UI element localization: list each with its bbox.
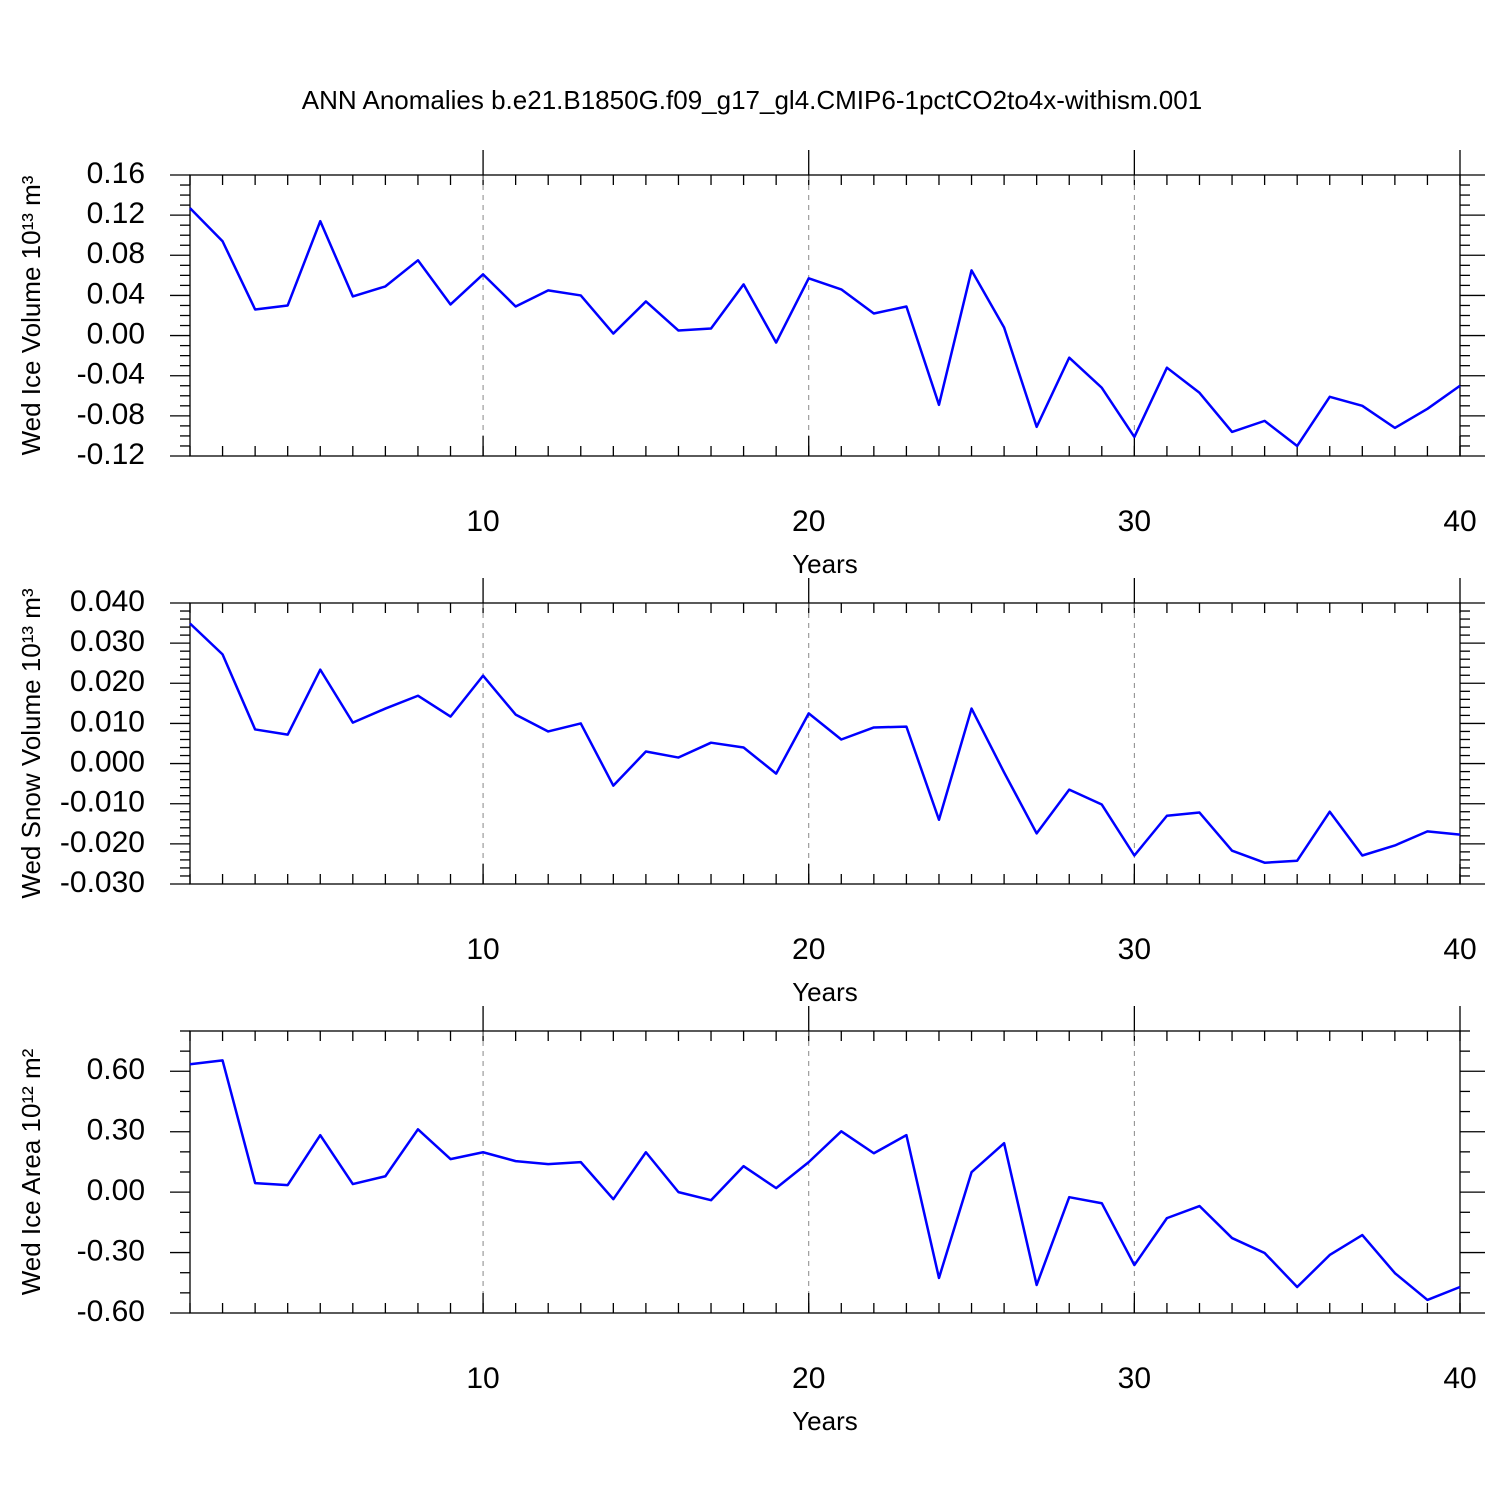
y-tick-label: 0.030 [70,625,145,658]
x-tick-label: 30 [1118,1362,1151,1395]
x-tick-label: 40 [1443,505,1476,538]
x-tick-label: 20 [792,505,825,538]
plot-frame [189,1030,1461,1314]
y-tick-label: 0.00 [87,317,145,350]
x-tick-label: 30 [1118,505,1151,538]
x-tick-label: 40 [1443,933,1476,966]
x-axis-label: Years [792,549,858,579]
y-tick-label: -0.030 [60,866,145,899]
x-axis-label: Years [792,977,858,1007]
data-line [189,1059,1461,1302]
x-tick-label: 10 [466,933,499,966]
y-tick-label: 0.020 [70,665,145,698]
x-axis-label: Years [792,1406,858,1436]
y-axis-label: Wed Ice Volume 10¹³ m³ [16,175,46,455]
y-tick-label: 0.040 [70,585,145,618]
data-line [189,207,1461,448]
x-tick-label: 20 [792,933,825,966]
y-tick-label: -0.30 [77,1234,145,1267]
y-tick-label: 0.000 [70,745,145,778]
x-tick-label: 40 [1443,1362,1476,1395]
y-tick-label: -0.08 [77,398,145,431]
y-axis-label: Wed Ice Area 10¹² m² [16,1048,46,1295]
plot-frame [189,602,1461,885]
y-tick-label: -0.010 [60,786,145,819]
y-tick-label: 0.010 [70,705,145,738]
y-tick-label: -0.60 [77,1295,145,1328]
chart-title: ANN Anomalies b.e21.B1850G.f09_g17_gl4.C… [302,85,1202,115]
x-tick-label: 30 [1118,933,1151,966]
y-tick-label: 0.00 [87,1174,145,1207]
y-tick-label: -0.020 [60,826,145,859]
x-tick-label: 20 [792,1362,825,1395]
y-tick-label: 0.30 [87,1114,145,1147]
y-tick-label: -0.12 [77,438,145,471]
y-tick-label: 0.60 [87,1053,145,1086]
y-tick-label: 0.12 [87,197,145,230]
x-tick-label: 10 [466,1362,499,1395]
y-tick-label: 0.08 [87,237,145,270]
y-tick-label: 0.16 [87,157,145,190]
plot-frame [189,174,1461,457]
data-line [189,622,1461,864]
y-tick-label: 0.04 [87,277,145,310]
x-tick-label: 10 [466,505,499,538]
y-tick-label: -0.04 [77,358,145,391]
y-axis-label: Wed Snow Volume 10¹³ m³ [16,588,46,899]
